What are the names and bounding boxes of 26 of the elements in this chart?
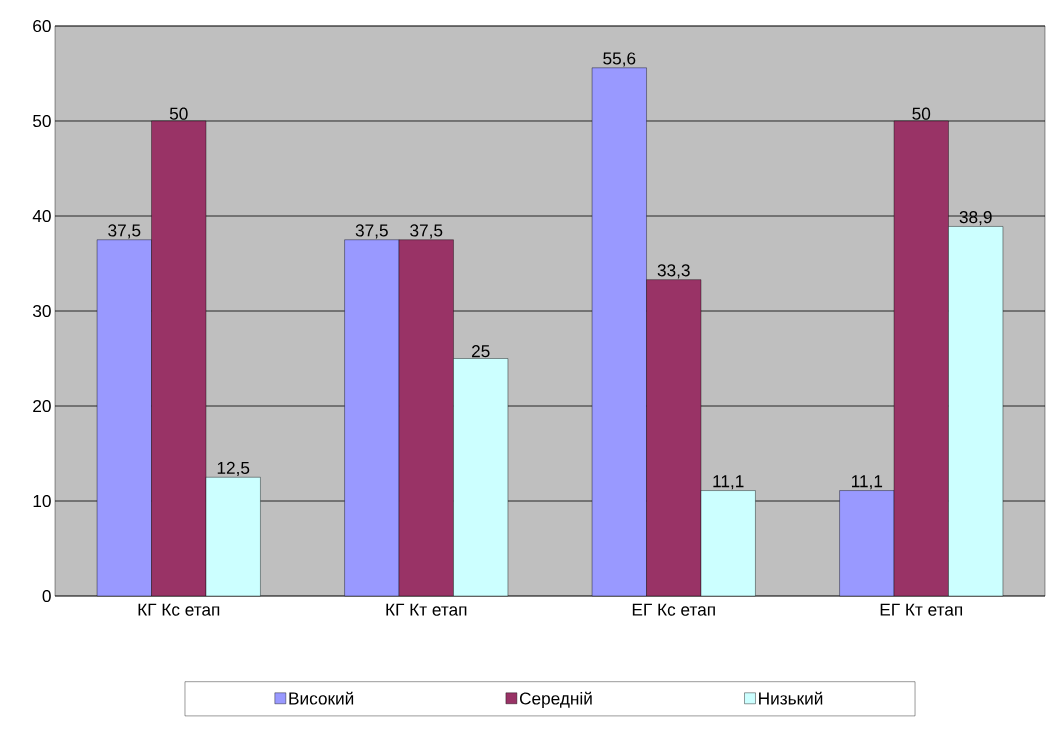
data-label: 50 (169, 107, 188, 120)
y-tick-label: 20 (33, 399, 51, 413)
y-tick-label: 60 (33, 19, 51, 33)
y-tick-label: 30 (32, 304, 51, 318)
x-tick-label: КГ Кс етап (138, 603, 220, 616)
y-tick-label: 50 (33, 114, 51, 128)
legend-label: Середній (519, 691, 592, 709)
x-tick-label: КГ Кт етап (386, 603, 467, 616)
data-label: 25 (471, 345, 490, 358)
data-label: 33,3 (657, 264, 690, 279)
data-label: 37,5 (410, 224, 443, 239)
data-label: 50 (912, 107, 931, 120)
data-label: 37,5 (108, 224, 141, 239)
y-tick-label: 40 (32, 209, 51, 223)
legend-label: Високий (289, 691, 354, 705)
data-label: 11,1 (713, 475, 744, 490)
data-label: 55,6 (603, 52, 636, 67)
data-label: 38,9 (959, 211, 992, 226)
data-label: 37,5 (355, 224, 388, 239)
y-tick-label: 0 (42, 589, 51, 603)
legend-label: Низький (759, 691, 823, 705)
y-tick-label: 10 (33, 494, 51, 508)
data-label: 11,1 (852, 475, 883, 490)
x-tick-label: ЕГ Кс етап (632, 603, 715, 616)
data-label: 12,5 (217, 461, 250, 477)
x-tick-label: ЕГ Кт етап (880, 603, 963, 616)
